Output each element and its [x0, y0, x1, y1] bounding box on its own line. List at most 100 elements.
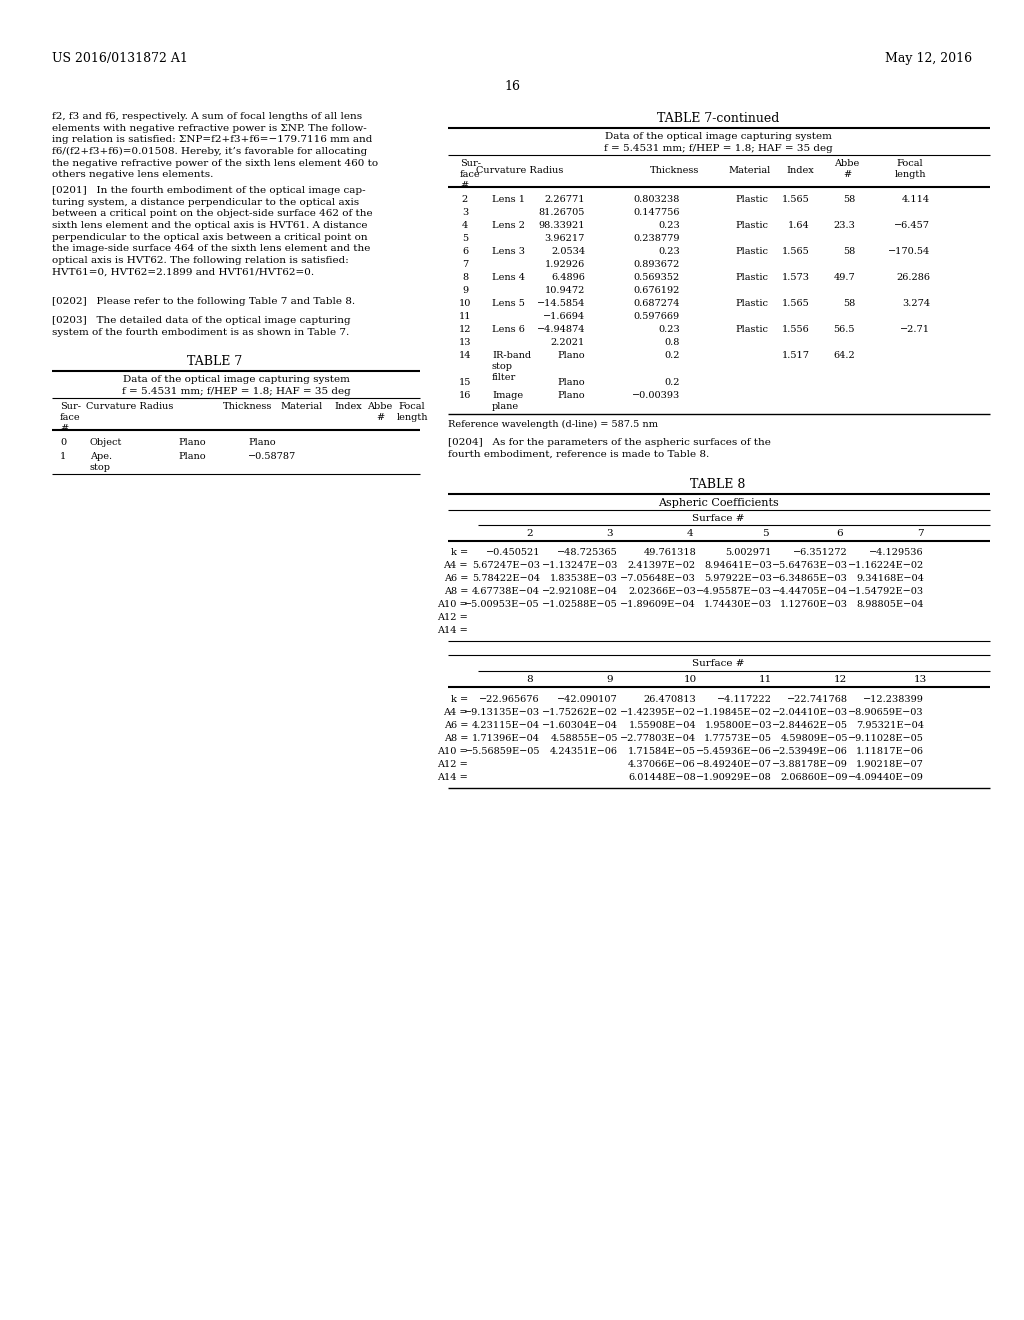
Text: −4.09440E−09: −4.09440E−09	[848, 774, 924, 781]
Text: 2.0534: 2.0534	[551, 247, 585, 256]
Text: 13: 13	[913, 675, 927, 684]
Text: 10: 10	[683, 675, 696, 684]
Text: 3.96217: 3.96217	[545, 234, 585, 243]
Text: 0.238779: 0.238779	[634, 234, 680, 243]
Text: Lens 3: Lens 3	[492, 247, 525, 256]
Text: −5.64763E−03: −5.64763E−03	[772, 561, 848, 570]
Text: 1.95800E−03: 1.95800E−03	[705, 721, 772, 730]
Text: −22.741768: −22.741768	[787, 696, 848, 704]
Text: 58: 58	[843, 300, 855, 308]
Text: 9: 9	[606, 675, 613, 684]
Text: 9.34168E−04: 9.34168E−04	[856, 574, 924, 583]
Text: 2.41397E−02: 2.41397E−02	[628, 561, 696, 570]
Text: [0201]   In the fourth embodiment of the optical image cap-
turing system, a dis: [0201] In the fourth embodiment of the o…	[52, 186, 373, 277]
Text: 5.67247E−03: 5.67247E−03	[472, 561, 540, 570]
Text: 0.597669: 0.597669	[634, 312, 680, 321]
Text: 11: 11	[459, 312, 471, 321]
Text: 4.24351E−06: 4.24351E−06	[550, 747, 618, 756]
Text: 7: 7	[462, 260, 468, 269]
Text: 1.71396E−04: 1.71396E−04	[472, 734, 540, 743]
Text: A14 =: A14 =	[437, 626, 468, 635]
Text: 1.565: 1.565	[782, 300, 810, 308]
Text: 1.55908E−04: 1.55908E−04	[629, 721, 696, 730]
Text: −1.60304E−04: −1.60304E−04	[542, 721, 618, 730]
Text: A6 =: A6 =	[443, 574, 468, 583]
Text: Plano: Plano	[557, 351, 585, 360]
Text: 8.98805E−04: 8.98805E−04	[856, 601, 924, 609]
Text: −0.450521: −0.450521	[485, 548, 540, 557]
Text: 0.893672: 0.893672	[634, 260, 680, 269]
Text: 26.470813: 26.470813	[643, 696, 696, 704]
Text: k =: k =	[451, 696, 468, 704]
Text: Plano: Plano	[178, 438, 206, 447]
Text: 3: 3	[606, 529, 613, 539]
Text: 3.274: 3.274	[902, 300, 930, 308]
Text: 1.11817E−06: 1.11817E−06	[856, 747, 924, 756]
Text: k =: k =	[451, 548, 468, 557]
Text: 49.761318: 49.761318	[643, 548, 696, 557]
Text: Object: Object	[90, 438, 123, 447]
Text: 1.556: 1.556	[782, 325, 810, 334]
Text: 6.01448E−08: 6.01448E−08	[629, 774, 696, 781]
Text: 0.803238: 0.803238	[634, 195, 680, 205]
Text: 2.02366E−03: 2.02366E−03	[628, 587, 696, 597]
Text: 1.565: 1.565	[782, 195, 810, 205]
Text: 1.64: 1.64	[788, 220, 810, 230]
Text: Reference wavelength (d-line) = 587.5 nm: Reference wavelength (d-line) = 587.5 nm	[449, 420, 658, 429]
Text: A12 =: A12 =	[437, 760, 468, 770]
Text: −6.457: −6.457	[894, 220, 930, 230]
Text: 4: 4	[462, 220, 468, 230]
Text: 4.67738E−04: 4.67738E−04	[472, 587, 540, 597]
Text: 2.26771: 2.26771	[545, 195, 585, 205]
Text: 1: 1	[59, 451, 67, 461]
Text: Lens 2: Lens 2	[492, 220, 525, 230]
Text: 7: 7	[916, 529, 924, 539]
Text: 23.3: 23.3	[834, 220, 855, 230]
Text: 64.2: 64.2	[834, 351, 855, 360]
Text: Plastic: Plastic	[735, 220, 768, 230]
Text: Thickness: Thickness	[650, 166, 699, 176]
Text: −4.129536: −4.129536	[869, 548, 924, 557]
Text: Plano: Plano	[557, 378, 585, 387]
Text: −2.84462E−05: −2.84462E−05	[772, 721, 848, 730]
Text: −2.92108E−04: −2.92108E−04	[542, 587, 618, 597]
Text: Lens 4: Lens 4	[492, 273, 525, 282]
Text: A8 =: A8 =	[443, 734, 468, 743]
Text: −2.77803E−04: −2.77803E−04	[620, 734, 696, 743]
Text: 0.2: 0.2	[665, 351, 680, 360]
Text: 4: 4	[687, 529, 693, 539]
Text: 26.286: 26.286	[896, 273, 930, 282]
Text: Plastic: Plastic	[735, 300, 768, 308]
Text: 4.114: 4.114	[902, 195, 930, 205]
Text: Aspheric Coefficients: Aspheric Coefficients	[657, 498, 778, 508]
Text: 9: 9	[462, 286, 468, 294]
Text: 58: 58	[843, 247, 855, 256]
Text: −1.75262E−02: −1.75262E−02	[542, 708, 618, 717]
Text: −2.53949E−06: −2.53949E−06	[772, 747, 848, 756]
Text: 1.573: 1.573	[782, 273, 810, 282]
Text: −1.19845E−02: −1.19845E−02	[696, 708, 772, 717]
Text: −5.45936E−06: −5.45936E−06	[696, 747, 772, 756]
Text: A10 =: A10 =	[437, 601, 468, 609]
Text: 0: 0	[60, 438, 67, 447]
Text: 1.77573E−05: 1.77573E−05	[705, 734, 772, 743]
Text: TABLE 8: TABLE 8	[690, 478, 745, 491]
Text: 2.2021: 2.2021	[551, 338, 585, 347]
Text: Plastic: Plastic	[735, 247, 768, 256]
Text: 5.78422E−04: 5.78422E−04	[472, 574, 540, 583]
Text: Focal
length: Focal length	[396, 403, 428, 422]
Text: Plastic: Plastic	[735, 273, 768, 282]
Text: Plastic: Plastic	[735, 325, 768, 334]
Text: −1.54792E−03: −1.54792E−03	[848, 587, 924, 597]
Text: −2.71: −2.71	[900, 325, 930, 334]
Text: 49.7: 49.7	[834, 273, 855, 282]
Text: f = 5.4531 mm; f/HEP = 1.8; HAF = 35 deg: f = 5.4531 mm; f/HEP = 1.8; HAF = 35 deg	[603, 144, 833, 153]
Text: Plano: Plano	[557, 391, 585, 400]
Text: −14.5854: −14.5854	[537, 300, 585, 308]
Text: 7.95321E−04: 7.95321E−04	[856, 721, 924, 730]
Text: −5.00953E−05: −5.00953E−05	[464, 601, 540, 609]
Text: 0.676192: 0.676192	[634, 286, 680, 294]
Text: Data of the optical image capturing system: Data of the optical image capturing syst…	[123, 375, 349, 384]
Text: Abbe
#: Abbe #	[368, 403, 392, 422]
Text: 1.83538E−03: 1.83538E−03	[550, 574, 618, 583]
